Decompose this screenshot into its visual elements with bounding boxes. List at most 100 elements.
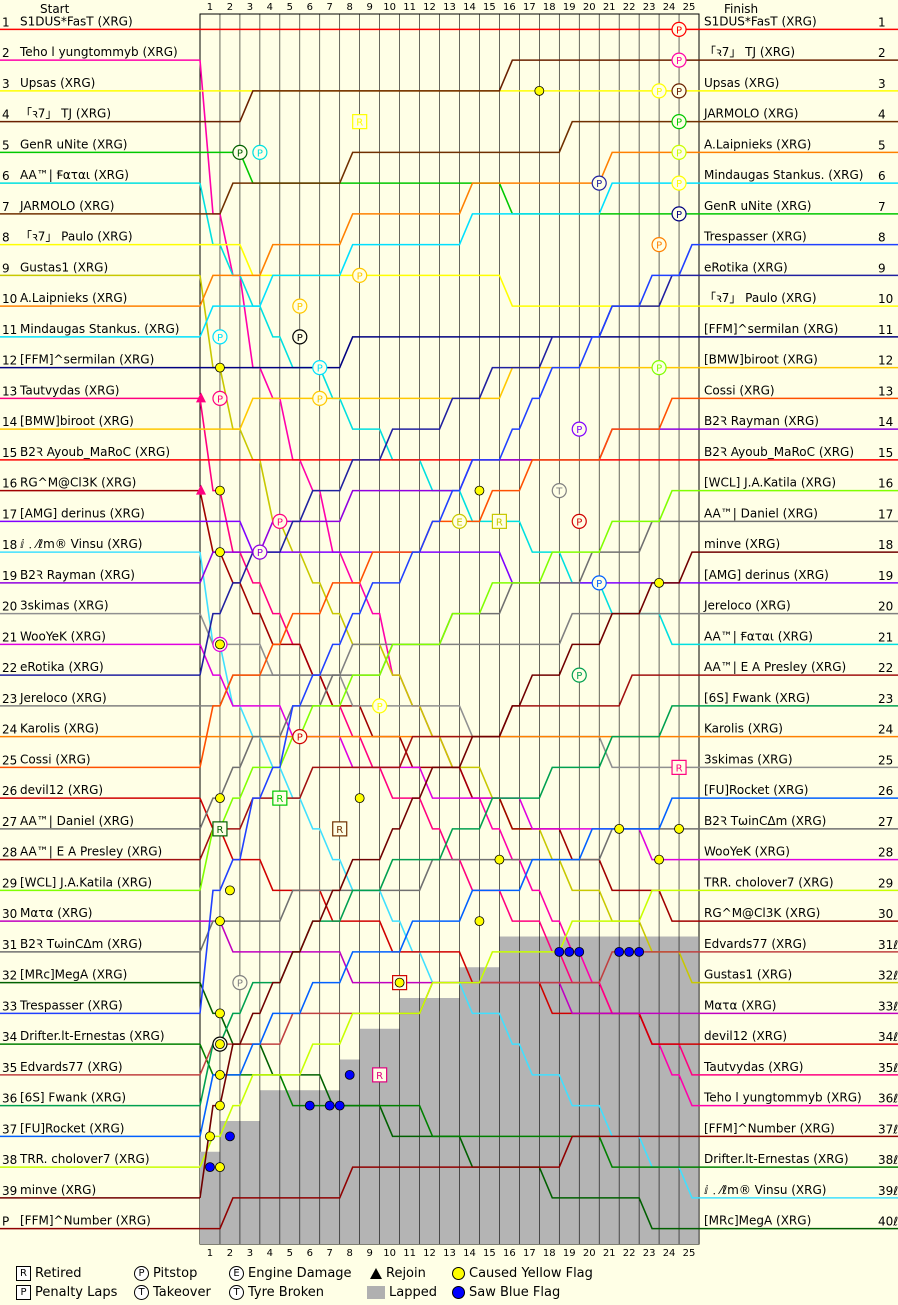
finish-driver-name: WooYeK (XRG) — [704, 845, 790, 859]
pitstop-marker-glyph: P — [297, 733, 303, 744]
blue-flag-icon — [452, 1286, 465, 1299]
pitstop-marker — [252, 144, 268, 160]
pitstop-marker-glyph: P — [317, 364, 323, 375]
pitstop-marker — [272, 513, 288, 529]
start-position-number: 25 — [2, 753, 17, 767]
lapped-swatch — [367, 1286, 385, 1299]
start-position-number: 7 — [2, 200, 10, 214]
start-position-number: 34 — [2, 1030, 17, 1044]
start-driver-name: Karolis (XRG) — [20, 722, 99, 736]
start-driver-name: GenR uNite (XRG) — [20, 137, 127, 151]
pitstop-marker-glyph: P — [237, 148, 243, 159]
yellow-flag-marker — [215, 1008, 225, 1019]
lap-label-bottom: 19 — [563, 1248, 576, 1259]
finish-position-number: 24 — [878, 723, 893, 737]
lap-label-bottom: 2 — [227, 1248, 233, 1259]
pitstop-marker-glyph: P — [576, 671, 582, 682]
retired-marker — [372, 1067, 388, 1083]
finish-driver-name: Jereloco (XRG) — [703, 599, 791, 613]
finish-position-number: 37ℓ — [878, 1122, 898, 1136]
start-driver-name: A.Laipnieks (XRG) — [20, 291, 127, 305]
pitstop-marker — [651, 83, 667, 99]
finish-header: Finish — [724, 2, 759, 16]
finish-position-number: 18 — [878, 538, 893, 552]
start-position-number: 18 — [2, 538, 17, 552]
yellow-flag-marker — [474, 485, 485, 496]
driver-line — [200, 120, 699, 215]
finish-driver-name: B2Ꝛ TωinCΔm (XRG) — [704, 814, 826, 828]
start-position-number: 28 — [2, 846, 17, 860]
lap-label-bottom: 5 — [287, 1248, 293, 1259]
start-position-number: 5 — [2, 138, 10, 152]
start-driver-name: [WCL] J.A.Katila (XRG) — [20, 875, 152, 889]
pitstop-marker-glyph: P — [317, 394, 323, 405]
start-driver-name: eRotika (XRG) — [20, 660, 104, 674]
blue-flag-marker — [634, 946, 645, 957]
finish-driver-name: [WCL] J.A.Katila (XRG) — [704, 476, 836, 490]
legend: R Retired P Penalty Laps P Pitstop T Tak… — [14, 1266, 894, 1302]
yellow-flag-marker — [654, 854, 664, 865]
legend-engine: E Engine Damage — [229, 1266, 352, 1281]
finish-driver-name: GenR uNite (XRG) — [704, 199, 811, 213]
takeover-icon: T — [134, 1285, 149, 1300]
yellow-flag-marker — [215, 639, 225, 650]
finish-position-number: 22 — [878, 661, 893, 675]
yellow-flag-marker — [215, 485, 225, 496]
pitstop-marker — [232, 975, 248, 991]
yellow-flag-marker — [474, 916, 485, 927]
start-driver-name: Teho l yungtommyb (XRG) — [19, 45, 178, 59]
pitstop-marker-glyph: P — [257, 148, 263, 159]
pitstop-marker-glyph: P — [277, 517, 283, 528]
lap-label-top: 20 — [583, 2, 596, 13]
pitstop-marker — [591, 575, 607, 591]
start-driver-name: 「ꝛ7」 TJ (XRG) — [20, 107, 111, 121]
pitstop-marker — [212, 329, 228, 345]
finish-position-number: 19 — [878, 569, 893, 583]
lap-label-bottom: 8 — [347, 1248, 353, 1259]
lap-label-top: 6 — [307, 2, 313, 13]
penalty-icon: P — [16, 1285, 31, 1300]
engine-marker-glyph: E — [456, 517, 462, 528]
lap-label-top: 8 — [347, 2, 353, 13]
finish-driver-name: ⅈ﹒⁄ℓm® Vinsu (XRG) — [704, 1183, 826, 1197]
legend-retired: R Retired — [16, 1266, 81, 1281]
pitstop-marker — [671, 114, 687, 130]
start-position-number: 15 — [2, 446, 17, 460]
lap-label-top: 17 — [523, 2, 536, 13]
blue-flag-marker — [324, 1100, 335, 1111]
yellow-flag-marker — [494, 854, 505, 865]
legend-yellow: Caused Yellow Flag — [452, 1266, 593, 1281]
pitstop-marker-glyph: P — [676, 56, 682, 67]
yellow-flag-marker — [394, 977, 405, 988]
start-position-number: 39 — [2, 1184, 17, 1198]
legend-tyre: T Tyre Broken — [229, 1285, 324, 1300]
start-driver-name: B2Ꝛ TωinCΔm (XRG) — [20, 937, 142, 951]
start-driver-name: Drifter.lt-Ernestas (XRG) — [20, 1029, 165, 1043]
start-driver-name: [FFM]^sermilan (XRG) — [20, 353, 154, 367]
lap-label-top: 2 — [227, 2, 233, 13]
blue-flag-marker — [574, 946, 585, 957]
finish-driver-name: devil12 (XRG) — [704, 1029, 787, 1043]
engine-icon: E — [229, 1266, 244, 1281]
driver-line — [199, 489, 699, 891]
start-driver-name: JARMOLO (XRG) — [19, 199, 114, 213]
start-driver-name: AA™| E A Presley (XRG) — [20, 845, 162, 859]
pitstop-marker — [571, 421, 587, 437]
lap-label-top: 5 — [287, 2, 293, 13]
finish-driver-name: AA™| E A Presley (XRG) — [704, 660, 846, 674]
finish-position-number: 29 — [878, 876, 893, 890]
start-driver-name: [FU]Rocket (XRG) — [20, 1121, 124, 1135]
finish-driver-name: Edvards77 (XRG) — [704, 937, 807, 951]
start-position-number: 14 — [2, 415, 17, 429]
lap-label-top: 18 — [543, 2, 556, 13]
retired-marker — [352, 114, 368, 130]
lap-label-top: 25 — [683, 2, 696, 13]
yellow-flag-marker — [215, 547, 225, 558]
start-position-number: 8 — [2, 231, 10, 245]
yellow-flag-marker — [215, 1162, 225, 1173]
lap-label-bottom: 15 — [483, 1248, 496, 1259]
finish-position-number: 1 — [878, 15, 886, 29]
legend-pitstop: P Pitstop — [134, 1266, 197, 1281]
finish-driver-name: B2Ꝛ Ayoub_MaRoC (XRG) — [704, 445, 854, 459]
driver-line — [199, 151, 699, 307]
